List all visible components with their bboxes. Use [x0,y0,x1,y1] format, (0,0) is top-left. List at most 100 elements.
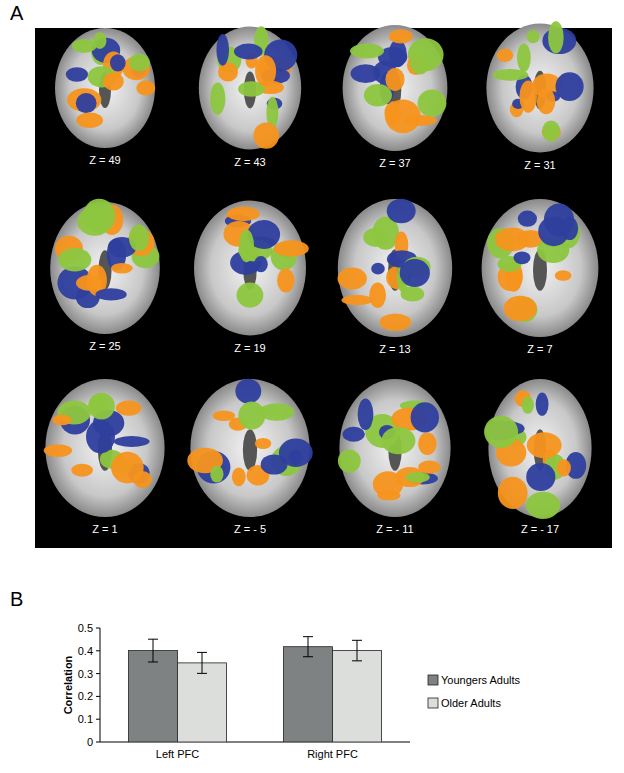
activation-blob [527,30,540,43]
activation-blob [235,379,261,404]
brain-slice [484,379,591,519]
brain [199,27,301,150]
activation-blob [536,393,549,416]
brain-slice [44,379,165,517]
activation-blob [110,54,126,71]
activation-blob [381,427,415,454]
activation-blob [542,121,560,142]
activation-blob [364,84,392,107]
brain [486,24,593,153]
activation-blob [86,420,115,454]
activation-blob [114,436,150,447]
error-stem [308,637,309,657]
activation-blob [557,459,571,476]
legend-swatch [428,698,438,708]
slice-label: Z = 19 [234,342,266,354]
activation-blob [493,69,529,81]
activation-blob [338,267,367,289]
activation-blob [369,283,386,308]
activation-blob [363,228,388,247]
activation-blob [351,64,381,83]
activation-blob [44,444,72,457]
activation-blob [411,402,439,432]
y-tick-label: 0.3 [78,668,93,680]
brain [194,201,306,336]
y-tick [96,650,100,651]
brain-slice [343,25,448,151]
error-bar [148,639,158,662]
activation-blob [389,29,413,43]
activation-blob [72,39,96,53]
ventricle [243,429,257,470]
legend-label: Older Adults [441,697,501,709]
activation-blob [255,438,271,449]
activation-blob [129,54,150,72]
image-background [35,28,612,548]
activation-blob [234,44,263,60]
brain-slice [194,201,309,336]
activation-blob [418,461,440,474]
x-tick-label: Right PFC [307,748,358,760]
activation-blob [52,415,71,426]
activation-blob [129,225,149,251]
activation-blob [484,416,518,448]
slice-label: Z = - 5 [234,523,266,535]
activation-blob [555,270,572,281]
legend: Youngers Adults Older Adults [428,674,521,709]
activation-blob [504,296,537,321]
brain-slice [50,199,160,334]
activation-blob [517,43,531,72]
error-cap [197,673,207,674]
activation-blob [111,263,133,274]
slice-label: Z = 13 [379,343,411,355]
activation-blob [111,452,144,484]
activation-blob [232,467,246,486]
error-cap [148,639,158,640]
activation-blob [210,466,223,483]
activation-blob [76,113,103,129]
slice-label: Z = - 17 [521,523,559,535]
activation-blob [88,393,115,420]
brain-slice [338,379,451,517]
activation-blob [418,432,437,455]
activation-blob [58,248,91,272]
bar [333,651,382,742]
activation-blob [548,21,564,53]
error-cap [352,660,362,661]
slice-label: Z = 7 [527,343,552,355]
activation-blob [537,89,556,115]
y-tick-label: 0 [87,736,93,748]
activation-blob [227,207,260,222]
slice-label: Z = - 11 [376,523,413,535]
activation-blob [561,217,578,240]
y-tick-label: 0.5 [78,622,93,634]
error-cap [197,652,207,653]
slice-label: Z = 49 [89,154,121,166]
y-tick-label: 0.4 [78,645,93,657]
y-tick [96,673,100,674]
activation-blob [514,251,531,264]
error-bar [197,652,207,673]
slice-label: Z = 43 [234,156,266,168]
brain [482,199,599,337]
activation-blob [254,256,268,272]
error-cap [148,661,158,662]
y-tick [96,719,100,720]
brain-slice [55,28,155,148]
activation-blob [387,199,416,223]
error-bar [352,640,362,661]
activation-blob [377,491,400,501]
legend-label: Youngers Adults [441,674,521,686]
activation-blob [277,269,294,293]
activation-blob [71,464,93,477]
error-stem [357,640,358,661]
panel-label: A [10,2,24,24]
brain [343,25,448,151]
activation-blob [253,122,279,148]
activation-blob [343,427,365,442]
x-tick-label: Left PFC [156,748,199,760]
y-tick-label: 0.2 [78,690,93,702]
background [0,0,624,773]
error-cap [303,656,313,657]
activation-blob [418,90,447,117]
